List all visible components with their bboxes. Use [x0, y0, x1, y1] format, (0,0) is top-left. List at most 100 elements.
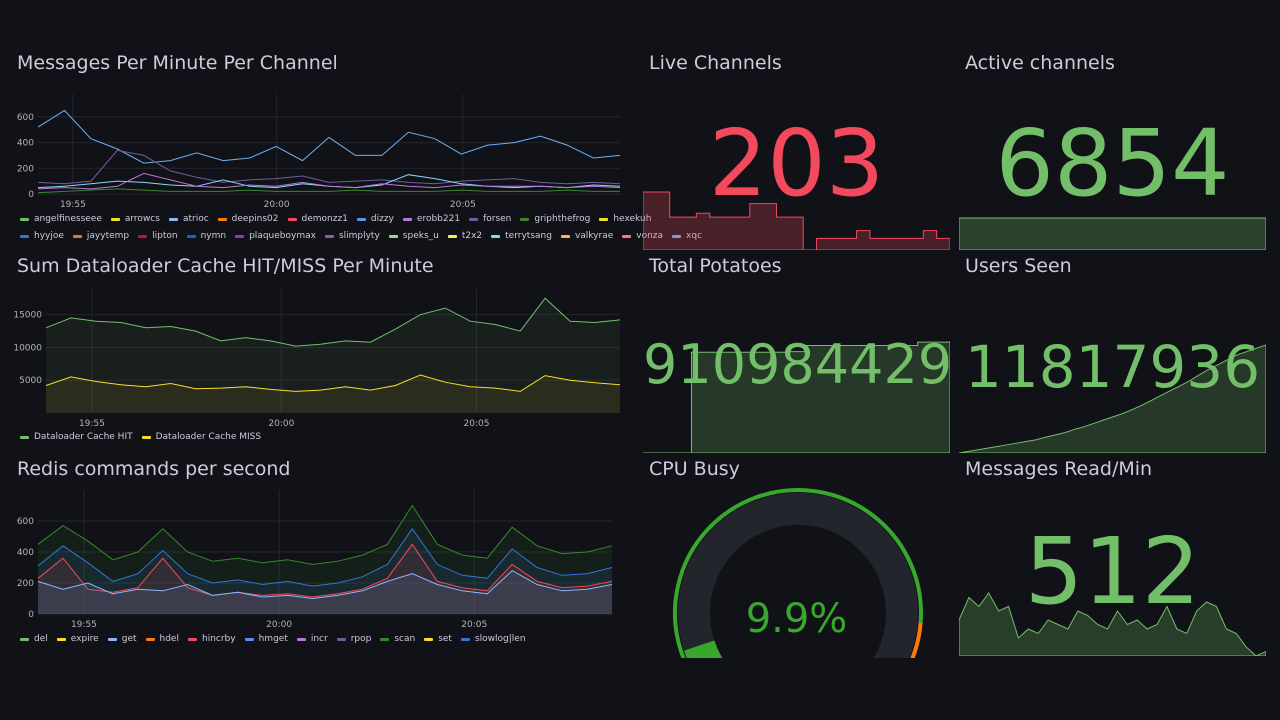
cache-panel[interactable]: Sum Dataloader Cache HIT/MISS Per Minute… [0, 255, 630, 455]
messages-legend-item-speks-u[interactable]: speks_u [388, 231, 439, 241]
legend-swatch [520, 217, 530, 221]
series-area-get [38, 570, 612, 614]
y-tick-label: 400 [17, 548, 34, 558]
users-seen-panel[interactable]: Users Seen 11817936 [959, 255, 1266, 453]
active-channels-value: 6854 [995, 110, 1230, 217]
total-potatoes-sparkline [643, 341, 950, 453]
messages-legend-item-plaqueboymax[interactable]: plaqueboymax [235, 231, 316, 241]
legend-label: griphthefrog [534, 214, 591, 224]
redis-legend-item-scan[interactable]: scan [380, 634, 415, 644]
legend-label: dizzy [370, 214, 394, 224]
legend-label: expire [70, 634, 99, 644]
live-channels-sparkline-area [643, 191, 950, 250]
series-area-slowlog-len [38, 528, 612, 614]
redis-legend-item-incr[interactable]: incr [296, 634, 328, 644]
messages-legend-item-forsen[interactable]: forsen [469, 214, 511, 224]
redis-legend-item-hmget[interactable]: hmget [244, 634, 288, 644]
legend-swatch [235, 234, 245, 238]
cache-legend-item-dataloader-cache-miss[interactable]: Dataloader Cache MISS [141, 432, 262, 442]
messages-legend-item-valkyrae[interactable]: valkyrae [560, 231, 613, 241]
legend-label: rpop [350, 634, 372, 644]
users-seen-title: Users Seen [965, 255, 1072, 277]
legend-label: Dataloader Cache MISS [155, 432, 262, 442]
redis-legend-item-expire[interactable]: expire [56, 634, 99, 644]
messages-legend-item-erobb221[interactable]: erobb221 [402, 214, 460, 224]
legend-label: terrytsang [505, 231, 552, 241]
legend-swatch [20, 435, 29, 439]
redis-legend: del expire get hdel hincrby hmget incr rpop scan… [20, 634, 535, 644]
messages-legend-item-hyyjoe[interactable]: hyyjoe [20, 231, 64, 241]
messages-legend-item-terrytsang[interactable]: terrytsang [491, 231, 552, 241]
messages-legend-item-jayytemp[interactable]: jayytemp [72, 231, 129, 241]
series-area-dataloader-cache-miss [46, 375, 620, 413]
redis-legend-item-slowlog-len[interactable]: slowlog|len [460, 634, 526, 644]
legend-swatch [20, 217, 29, 221]
legend-swatch [460, 637, 470, 641]
legend-label: demonzz1 [301, 214, 348, 224]
cpu-gauge-track [678, 492, 918, 658]
live-channels-title: Live Channels [649, 52, 782, 74]
messages-legend-item-hexekuh[interactable]: hexekuh [599, 214, 651, 224]
messages-read-panel[interactable]: Messages Read/Min 512 [959, 458, 1266, 658]
cache-legend-item-dataloader-cache-hit[interactable]: Dataloader Cache HIT [20, 432, 133, 442]
cache-chart[interactable]: 15000 10000 5000 19:55 20:00 20:05 [0, 289, 630, 429]
y-tick-label: 5000 [19, 376, 42, 386]
redis-legend-item-hdel[interactable]: hdel [145, 634, 179, 644]
users-seen-sparkline [959, 344, 1266, 453]
legend-label: set [438, 634, 452, 644]
active-channels-panel[interactable]: Active channels 6854 [959, 52, 1266, 250]
redis-legend-item-del[interactable]: del [20, 634, 48, 644]
legend-swatch [324, 234, 334, 238]
legend-swatch [447, 234, 457, 238]
y-tick-label: 15000 [13, 311, 42, 321]
cpu-busy-panel[interactable]: CPU Busy 9.9% [643, 458, 950, 658]
messages-panel[interactable]: Messages Per Minute Per Channel 600 400 20… [0, 52, 702, 252]
y-tick-label: 200 [17, 164, 34, 174]
messages-legend-item-lipton[interactable]: lipton [138, 231, 178, 241]
messages-chart[interactable]: 600 400 200 0 19:55 20:00 20:05 [0, 90, 630, 250]
messages-legend-item-vonza[interactable]: vonza [622, 231, 663, 241]
redis-legend-item-rpop[interactable]: rpop [336, 634, 372, 644]
series-area-scan [38, 505, 612, 614]
legend-label: hexekuh [613, 214, 652, 224]
messages-legend-item-nymn[interactable]: nymn [186, 231, 226, 241]
messages-legend-item-deepins02[interactable]: deepins02 [217, 214, 279, 224]
legend-label: arrowcs [124, 214, 160, 224]
messages-legend-item-dizzy[interactable]: dizzy [356, 214, 394, 224]
active-channels-sparkline [959, 217, 1266, 250]
messages-legend-item-demonzz1[interactable]: demonzz1 [287, 214, 348, 224]
messages-legend-row-2: hyyjoe jayytemp lipton nymn plaqueboymax slim… [20, 231, 711, 241]
legend-swatch [296, 637, 306, 641]
redis-chart[interactable]: 600 400 200 0 19:55 20:00 20:05 [0, 490, 630, 630]
redis-legend-item-get[interactable]: get [107, 634, 137, 644]
total-potatoes-title: Total Potatoes [649, 255, 782, 277]
messages-legend-row-1: angelfinesseee arrowcs atrioc deepins02 demo… [20, 214, 660, 224]
legend-label: del [34, 634, 48, 644]
redis-panel[interactable]: Redis commands per second 600 400 200 0 19:5… [0, 458, 630, 658]
redis-legend-item-set[interactable]: set [424, 634, 452, 644]
legend-swatch [560, 234, 570, 238]
legend-swatch [145, 637, 155, 641]
messages-legend-item-t2x2[interactable]: t2x2 [447, 231, 482, 241]
messages-legend-item-xqc[interactable]: xqc [672, 231, 702, 241]
legend-swatch [56, 637, 66, 641]
messages-legend-item-atrioc[interactable]: atrioc [168, 214, 209, 224]
messages-legend-item-arrowcs[interactable]: arrowcs [110, 214, 160, 224]
legend-label: hyyjoe [34, 231, 64, 241]
x-tick-label: 20:05 [461, 620, 487, 630]
legend-swatch [356, 217, 366, 221]
active-channels-sparkline-area [959, 217, 1266, 250]
redis-legend-item-hincrby[interactable]: hincrby [187, 634, 236, 644]
live-channels-panel[interactable]: Live Channels 203 [643, 52, 950, 250]
x-tick-label: 19:55 [60, 200, 86, 210]
messages-legend-item-griphthefrog[interactable]: griphthefrog [520, 214, 590, 224]
cache-legend: Dataloader Cache HIT Dataloader Cache MIS… [20, 432, 270, 442]
messages-legend-item-angelfinesseee[interactable]: angelfinesseee [20, 214, 102, 224]
series-line-slowlog-len [37, 527, 613, 587]
messages-panel-title: Messages Per Minute Per Channel [17, 52, 338, 74]
y-tick-label: 10000 [13, 343, 42, 353]
legend-label: hincrby [201, 634, 236, 644]
messages-legend-item-slimplyty[interactable]: slimplyty [324, 231, 380, 241]
legend-label: scan [394, 634, 416, 644]
total-potatoes-panel[interactable]: Total Potatoes 910984429 [643, 255, 952, 453]
